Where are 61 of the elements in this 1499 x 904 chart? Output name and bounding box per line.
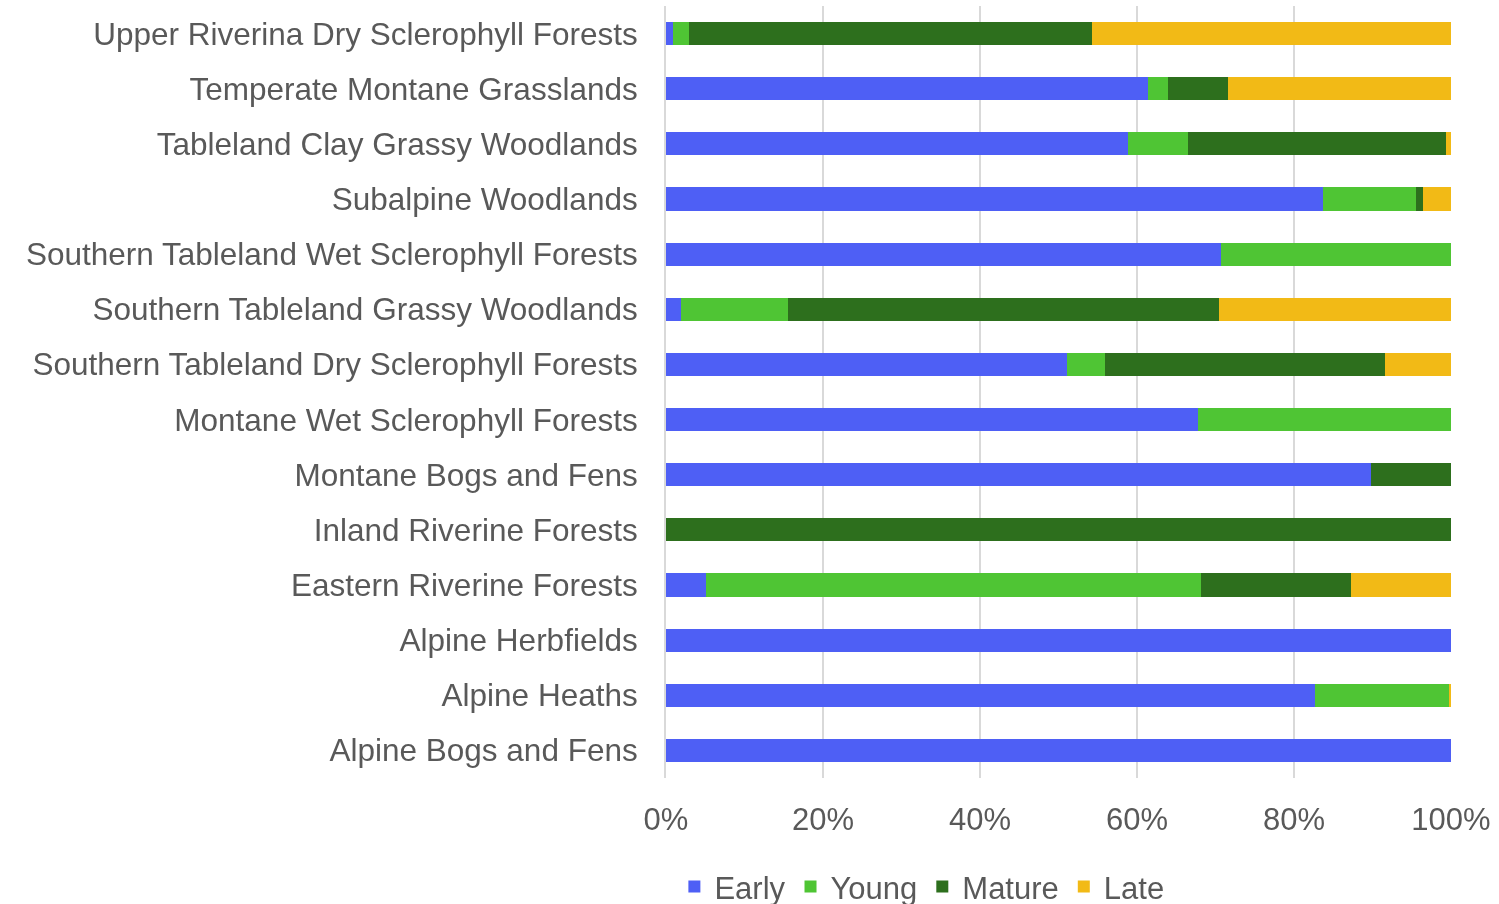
bar (666, 573, 707, 597)
y-tick-label: Southern Tableland Dry Sclerophyll Forests (32, 346, 638, 383)
bar (1315, 683, 1449, 707)
y-tick-label: Subalpine Woodlands (331, 181, 638, 218)
bar (666, 187, 1324, 211)
y-tick-label: Inland Riverine Forests (313, 511, 638, 548)
y-tick-label: Alpine Herbfields (399, 622, 638, 659)
bar (1198, 407, 1451, 432)
y-tick-label: Alpine Heaths (441, 677, 638, 714)
bar (666, 352, 1068, 377)
y-tick-label: Montane Wet Sclerophyll Forests (174, 401, 638, 438)
y-tick-label: Southern Tableland Wet Sclerophyll Forests (26, 236, 638, 273)
x-tick-label: 80% (1262, 802, 1326, 837)
bar (1415, 187, 1423, 211)
bar (1188, 132, 1446, 156)
bar (1228, 77, 1451, 101)
bar (1092, 21, 1451, 46)
x-tick-label: 60% (1105, 802, 1169, 837)
bar (1167, 77, 1229, 101)
bar (1351, 573, 1451, 597)
bar (1128, 132, 1189, 156)
bar (666, 297, 681, 321)
bar (1147, 77, 1168, 101)
bar (706, 573, 1202, 597)
legend-label: Mature (962, 870, 1059, 904)
bar (666, 242, 1221, 266)
bar (666, 518, 1451, 542)
bar (1201, 573, 1352, 597)
bar (673, 21, 689, 46)
bar (666, 77, 1148, 101)
legend-label: Late (1103, 870, 1165, 904)
bar (1445, 132, 1451, 156)
bar (666, 463, 1371, 487)
bar (666, 738, 1451, 763)
bar (787, 297, 1219, 321)
bar (666, 21, 674, 46)
y-tick-label: Montane Bogs and Fens (294, 456, 638, 493)
x-tick-label: 100% (1411, 802, 1491, 837)
y-tick-label: Alpine Bogs and Fens (329, 732, 638, 769)
bar (1221, 242, 1451, 266)
bar (666, 683, 1316, 707)
y-tick-label: Temperate Montane Grasslands (189, 70, 638, 107)
bar (1104, 352, 1386, 377)
bar (680, 297, 788, 321)
bar (1422, 187, 1451, 211)
bar (1385, 352, 1451, 377)
x-tick-label: 20% (791, 802, 855, 837)
bar (666, 628, 1451, 652)
bar (1370, 463, 1451, 487)
y-tick-label: Southern Tableland Grassy Woodlands (92, 291, 638, 328)
bar (666, 132, 1129, 156)
x-tick-label: 0% (643, 802, 689, 837)
bar (666, 407, 1199, 432)
bar (688, 21, 1093, 46)
bar (1323, 187, 1416, 211)
y-tick-label: Eastern Riverine Forests (291, 567, 638, 604)
bar (1067, 352, 1105, 377)
bar (1218, 297, 1451, 321)
y-tick-label: Upper Riverina Dry Sclerophyll Forests (93, 15, 638, 52)
y-tick-label: Tableland Clay Grassy Woodlands (156, 125, 638, 162)
x-tick-label: 40% (948, 802, 1012, 837)
